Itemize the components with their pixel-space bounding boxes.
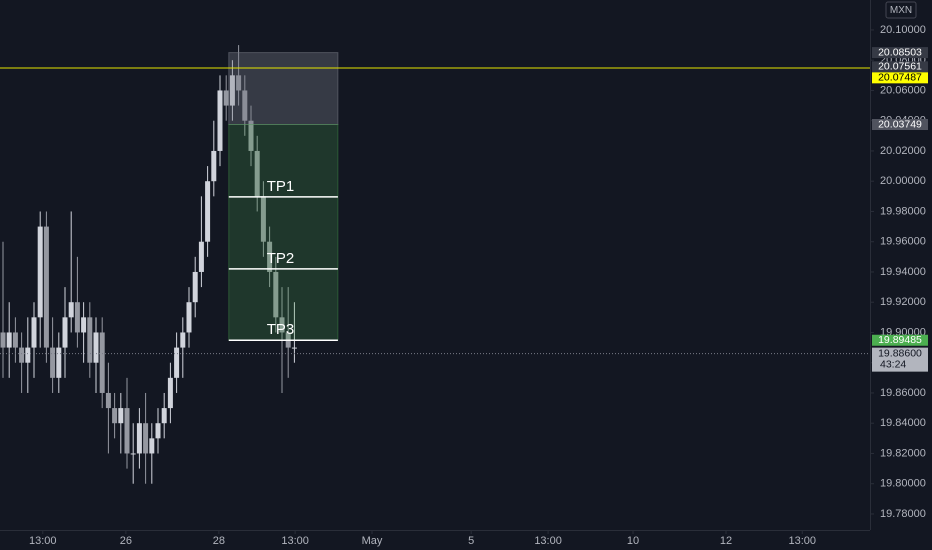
- price-label: 20.07561: [878, 61, 922, 73]
- candle-body: [217, 90, 223, 151]
- y-tick-label: 20.06000: [880, 84, 926, 96]
- target-label: TP3: [267, 321, 295, 338]
- x-tick-label: 28: [213, 535, 225, 547]
- price-label: 20.03749: [878, 118, 922, 130]
- x-tick-label: 26: [120, 535, 132, 547]
- candle-body: [99, 332, 105, 393]
- candle-body: [112, 408, 118, 424]
- candle-body: [198, 241, 204, 272]
- candle-body: [130, 453, 136, 455]
- candle-body: [236, 75, 242, 91]
- candle-body: [260, 196, 266, 242]
- price-label: 19.89485: [878, 334, 922, 346]
- price-label-box: [872, 334, 928, 346]
- candle-body: [155, 423, 161, 439]
- y-tick-label: 19.84000: [880, 417, 926, 429]
- y-tick-label: 19.94000: [880, 266, 926, 278]
- candle-body: [81, 317, 87, 333]
- y-tick-label: 19.80000: [880, 478, 926, 490]
- target-label: TP1: [267, 178, 295, 195]
- y-tick-label: 20.10000: [880, 24, 926, 36]
- y-tick-label: 20.00000: [880, 175, 926, 187]
- y-tick-label: 19.96000: [880, 236, 926, 248]
- candle-body: [31, 317, 37, 348]
- target-label: TP2: [267, 250, 295, 267]
- candle-body: [186, 302, 192, 333]
- candle-body: [105, 392, 111, 409]
- x-tick-label: 13:00: [29, 535, 57, 547]
- candle-body: [118, 408, 124, 424]
- y-tick-label: 19.92000: [880, 296, 926, 308]
- price-label-box: [872, 47, 928, 59]
- candle-body: [279, 317, 285, 333]
- y-tick-label: 19.78000: [880, 508, 926, 520]
- candle-body: [74, 302, 80, 333]
- candle-body: [192, 271, 198, 303]
- candle-body: [50, 347, 56, 378]
- candle-body: [273, 271, 279, 318]
- x-tick-label: 12: [720, 535, 732, 547]
- x-tick-label: 10: [627, 535, 639, 547]
- candle-body: [211, 150, 217, 182]
- currency-box[interactable]: [885, 1, 917, 19]
- candle-body: [149, 438, 155, 454]
- candle-body: [124, 408, 130, 454]
- candle-body: [43, 226, 49, 348]
- candle-body: [267, 241, 273, 272]
- candles: [0, 45, 297, 484]
- current-price-box: [872, 347, 928, 372]
- candle-body: [25, 347, 31, 363]
- price-label: 20.08503: [878, 46, 922, 58]
- current-price-label: 19.88600: [878, 347, 922, 359]
- candle-body: [167, 377, 173, 409]
- candle-body: [174, 347, 180, 378]
- x-tick-label: 13:00: [789, 535, 817, 547]
- candle-body: [62, 317, 68, 348]
- candle-body: [291, 347, 297, 349]
- candle-body: [254, 150, 260, 197]
- candle-body: [87, 317, 93, 363]
- price-label: 20.07487: [878, 72, 922, 84]
- candle-body: [56, 347, 62, 378]
- candle-body: [229, 75, 235, 106]
- price-label-box: [872, 72, 928, 84]
- y-tick-label: 19.98000: [880, 205, 926, 217]
- y-tick-label: 20.08000: [880, 54, 926, 66]
- target-zone: [228, 123, 339, 341]
- x-tick-label: 13:00: [281, 535, 309, 547]
- price-label-box: [872, 118, 928, 130]
- countdown: 43:24: [880, 358, 906, 370]
- candle-body: [223, 90, 229, 106]
- candle-body: [143, 423, 149, 454]
- stop-zone: [228, 52, 339, 125]
- price-label-box: [872, 61, 928, 73]
- candle-body: [180, 332, 186, 348]
- candle-body: [12, 332, 18, 348]
- candle-body: [6, 332, 12, 348]
- candle-body: [248, 120, 254, 151]
- x-tick-label: 13:00: [534, 535, 562, 547]
- candle-body: [19, 347, 25, 363]
- candle-body: [0, 332, 6, 348]
- candle-body: [136, 423, 142, 454]
- candle-body: [68, 302, 74, 318]
- candle-body: [37, 226, 43, 318]
- candle-body: [93, 332, 99, 363]
- candle-body: [161, 408, 167, 424]
- y-tick-label: 19.82000: [880, 447, 926, 459]
- x-tick-label: May: [362, 535, 383, 547]
- x-tick-label: 5: [468, 535, 474, 547]
- candle-body: [205, 181, 211, 242]
- y-tick-label: 20.02000: [880, 145, 926, 157]
- y-tick-label: 19.86000: [880, 387, 926, 399]
- candle-body: [242, 90, 248, 121]
- currency: MXN: [890, 5, 912, 16]
